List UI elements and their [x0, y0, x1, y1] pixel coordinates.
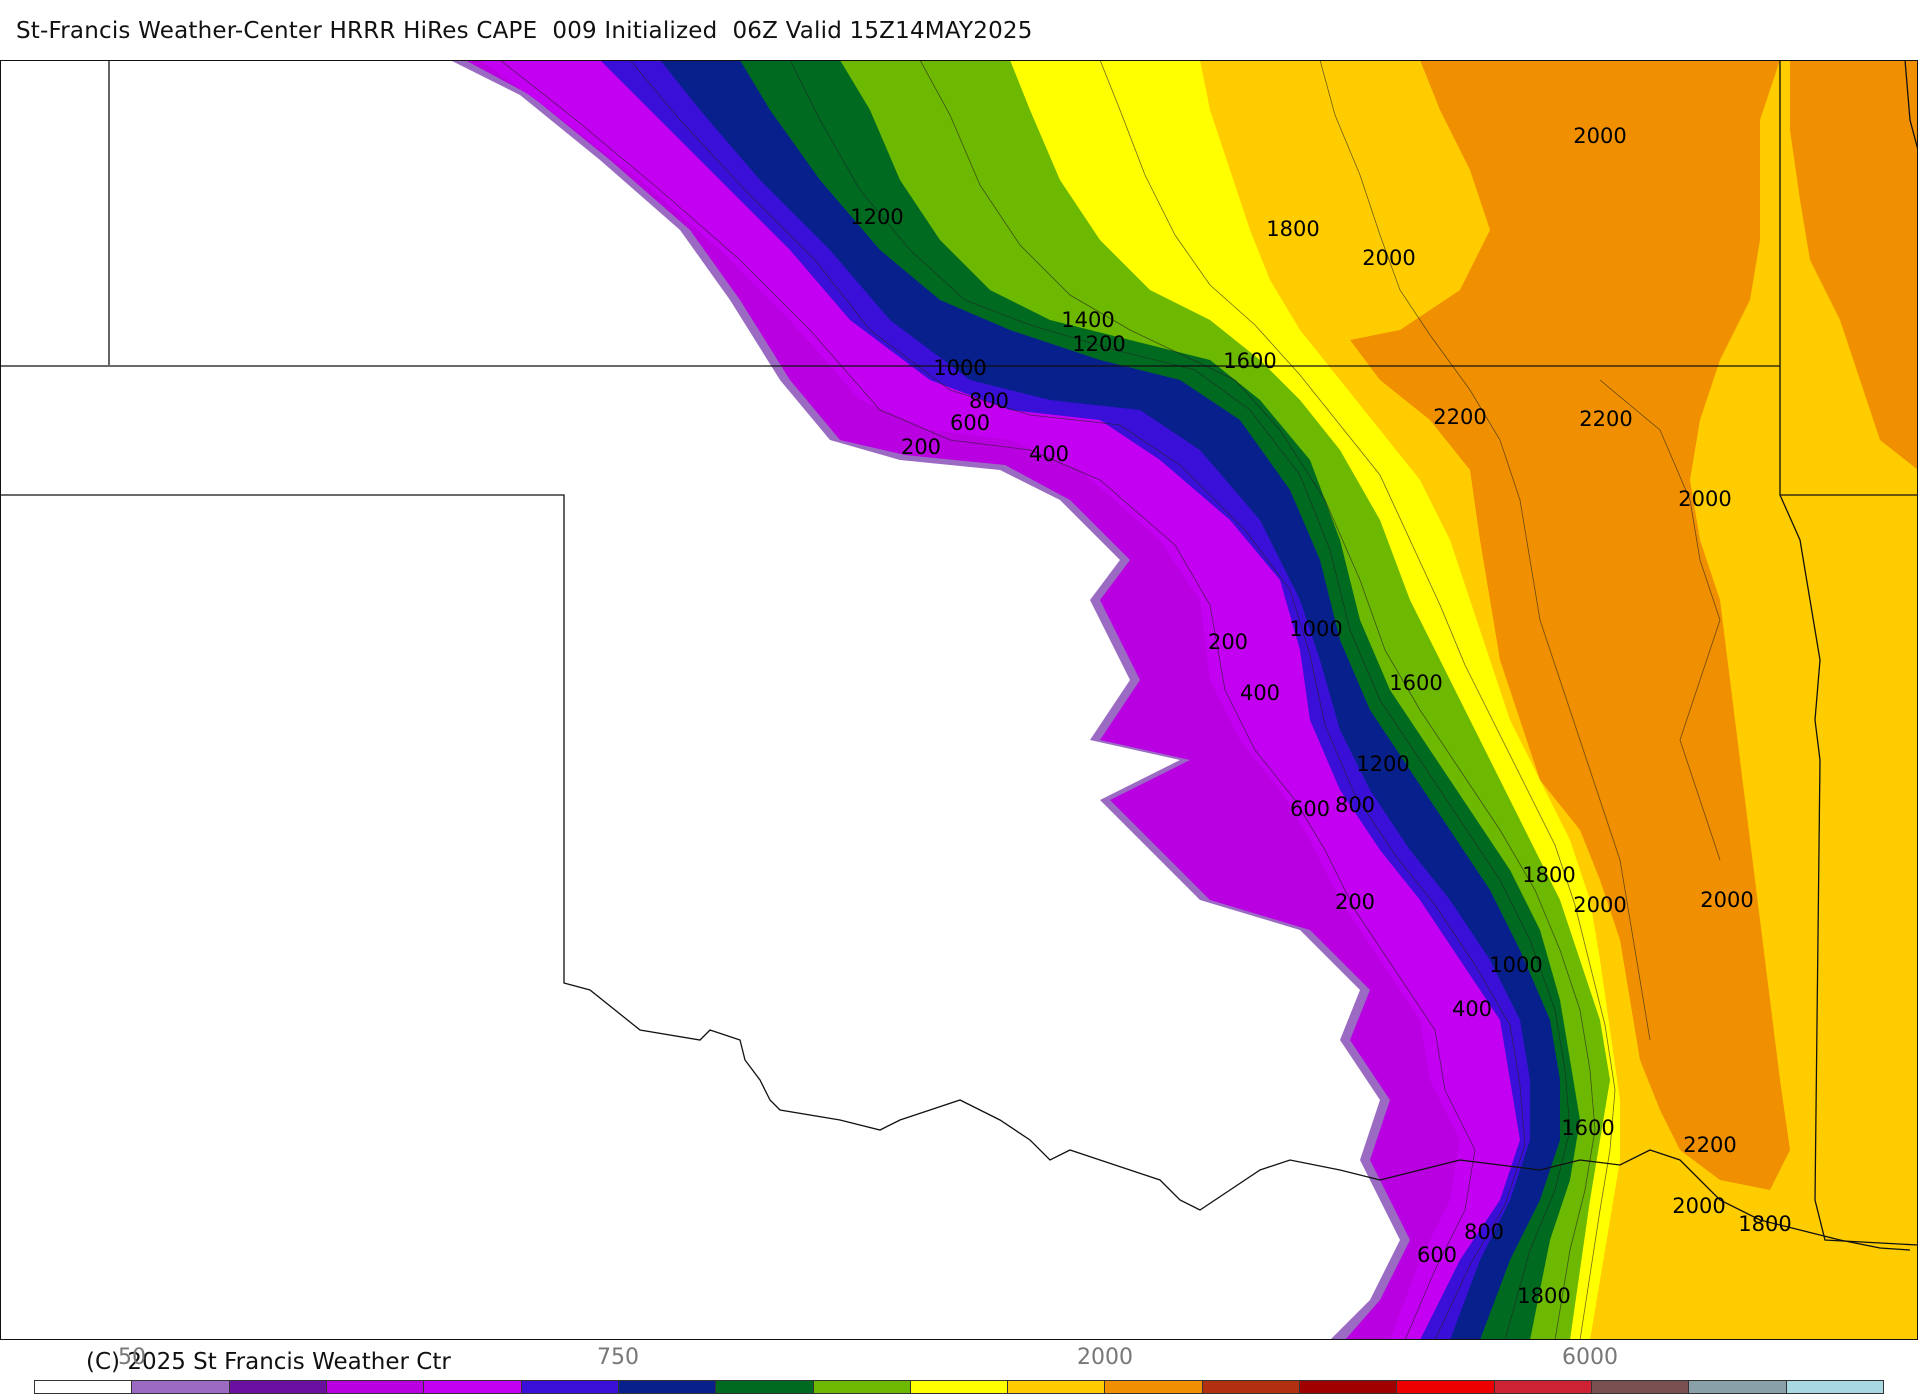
colorbar-swatch: [325, 1381, 424, 1393]
contour-label: 2200: [1433, 405, 1486, 429]
contour-label: 1600: [1561, 1116, 1614, 1140]
contour-label: 1800: [1266, 217, 1319, 241]
colorbar-tick-label: 6000: [1562, 1345, 1618, 1370]
colorbar-swatch: [1396, 1381, 1494, 1393]
contour-label: 1000: [1489, 953, 1542, 977]
contour-label: 2200: [1683, 1133, 1736, 1157]
colorbar-swatch: [909, 1381, 1008, 1393]
contour-label: 1200: [1072, 332, 1125, 356]
copyright-text: (C) 2025 St Francis Weather Ctr: [86, 1349, 451, 1375]
contour-label: 1800: [1522, 863, 1575, 887]
contour-label: 1600: [1389, 671, 1442, 695]
contour-label: 2000: [1678, 487, 1731, 511]
contour-label: 200: [1335, 890, 1375, 914]
colorbar-swatch: [1591, 1381, 1689, 1393]
colorbar-swatch: [1493, 1381, 1591, 1393]
contour-label: 600: [950, 411, 990, 435]
cape-band-2000-east: [1790, 60, 1918, 470]
colorbar-swatch: [715, 1381, 813, 1393]
contour-label: 400: [1240, 681, 1280, 705]
contour-label: 1800: [1517, 1284, 1570, 1308]
colorbar-swatch: [1299, 1381, 1397, 1393]
cape-map: 1200 1800 2000 2000 1400 1200 1000 800 6…: [0, 60, 1918, 1340]
colorbar-tick-label: 2000: [1077, 1345, 1133, 1370]
contour-label: 200: [1208, 630, 1248, 654]
contour-label: 800: [969, 389, 1009, 413]
cape-colorbar: [34, 1380, 1884, 1394]
colorbar-swatch: [617, 1381, 716, 1393]
colorbar-swatch: [131, 1381, 229, 1393]
contour-label: 1400: [1061, 308, 1114, 332]
colorbar-swatch: [812, 1381, 910, 1393]
contour-label: 2000: [1362, 246, 1415, 270]
contour-label: 400: [1452, 997, 1492, 1021]
contour-label: 2000: [1672, 1194, 1725, 1218]
contour-label: 1600: [1223, 349, 1276, 373]
colorbar-swatch: [1007, 1381, 1105, 1393]
contour-label: 2000: [1573, 893, 1626, 917]
colorbar-swatch: [1201, 1381, 1300, 1393]
colorbar-tick-label: 50: [118, 1345, 146, 1370]
contour-label: 1200: [1356, 752, 1409, 776]
contour-label: 1800: [1738, 1212, 1791, 1236]
contour-label: 1200: [850, 205, 903, 229]
contour-label: 2000: [1573, 124, 1626, 148]
contour-label: 600: [1290, 797, 1330, 821]
contour-label: 800: [1464, 1220, 1504, 1244]
colorbar-tick-label: 750: [597, 1345, 639, 1370]
colorbar-swatch: [1104, 1381, 1202, 1393]
colorbar-swatch: [423, 1381, 521, 1393]
cape-band-2000: [1350, 60, 1790, 1190]
contour-label: 2000: [1700, 888, 1753, 912]
colorbar-swatch: [1688, 1381, 1786, 1393]
map-title: St-Francis Weather-Center HRRR HiRes CAP…: [16, 18, 1033, 44]
contour-label: 1000: [1289, 617, 1342, 641]
contour-label: 2200: [1579, 407, 1632, 431]
colorbar-swatch: [35, 1381, 132, 1393]
colorbar-swatch: [1785, 1381, 1883, 1393]
colorbar-swatch: [228, 1381, 326, 1393]
contour-label: 400: [1029, 442, 1069, 466]
contour-label: 1000: [933, 356, 986, 380]
colorbar-swatch: [520, 1381, 618, 1393]
contour-label: 600: [1417, 1243, 1457, 1267]
contour-label: 800: [1335, 793, 1375, 817]
contour-label: 200: [901, 435, 941, 459]
